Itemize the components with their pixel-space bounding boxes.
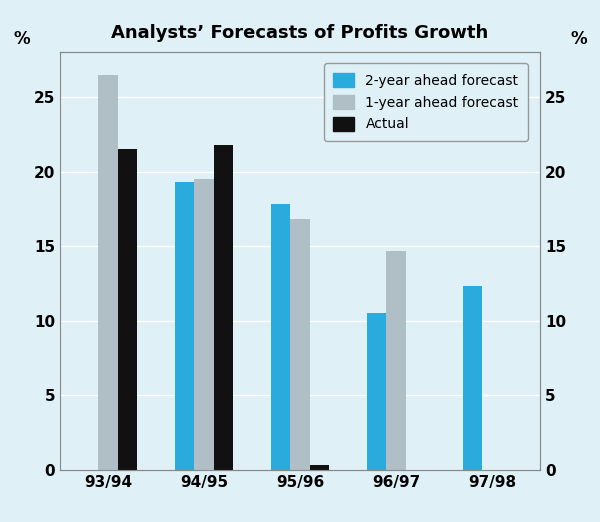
Bar	[463, 287, 482, 470]
Bar	[214, 145, 233, 470]
Bar	[271, 204, 290, 470]
Bar	[290, 219, 310, 470]
Bar	[194, 179, 214, 470]
Text: %: %	[13, 30, 30, 48]
Text: %: %	[570, 30, 587, 48]
Bar	[367, 313, 386, 470]
Legend: 2-year ahead forecast, 1-year ahead forecast, Actual: 2-year ahead forecast, 1-year ahead fore…	[324, 63, 528, 141]
Bar	[118, 149, 137, 470]
Title: Analysts’ Forecasts of Profits Growth: Analysts’ Forecasts of Profits Growth	[112, 25, 488, 42]
Bar	[98, 75, 118, 470]
Bar	[310, 465, 329, 470]
Bar	[175, 182, 194, 470]
Bar	[386, 251, 406, 470]
